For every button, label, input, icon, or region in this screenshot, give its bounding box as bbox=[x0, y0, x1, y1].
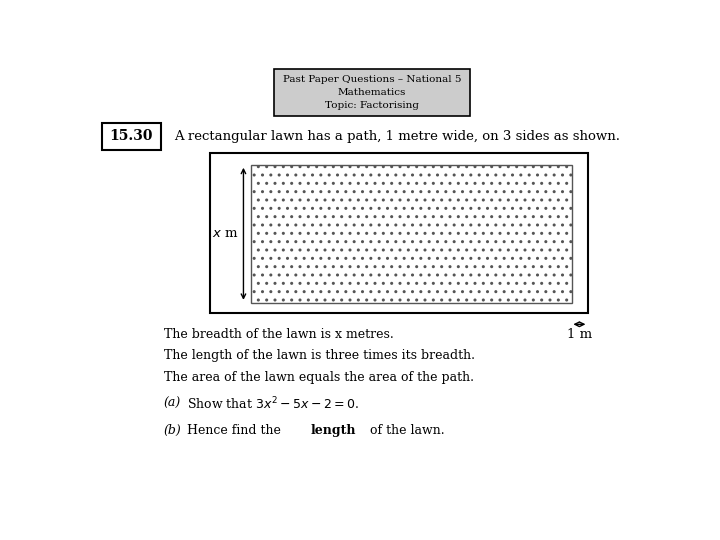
Text: A rectangular lawn has a path, 1 metre wide, on 3 sides as shown.: A rectangular lawn has a path, 1 metre w… bbox=[174, 130, 620, 143]
Text: (b): (b) bbox=[163, 424, 181, 437]
Text: The breadth of the lawn is x metres.: The breadth of the lawn is x metres. bbox=[163, 328, 393, 341]
Text: Past Paper Questions – National 5
Mathematics
Topic: Factorising: Past Paper Questions – National 5 Mathem… bbox=[283, 75, 462, 110]
Bar bbox=[274, 69, 469, 117]
Bar bbox=[210, 153, 588, 313]
Text: 1 m: 1 m bbox=[567, 328, 592, 341]
Text: 15.30: 15.30 bbox=[109, 129, 153, 143]
Text: of the lawn.: of the lawn. bbox=[366, 424, 445, 437]
Bar bbox=[102, 123, 161, 150]
Text: Hence find the: Hence find the bbox=[187, 424, 284, 437]
Text: $x$ m: $x$ m bbox=[212, 227, 239, 240]
Text: Show that $3x^2 - 5x - 2 = 0$.: Show that $3x^2 - 5x - 2 = 0$. bbox=[187, 395, 359, 412]
Text: The length of the lawn is three times its breadth.: The length of the lawn is three times it… bbox=[163, 349, 474, 362]
Text: The area of the lawn equals the area of the path.: The area of the lawn equals the area of … bbox=[163, 371, 474, 384]
Text: length: length bbox=[311, 424, 356, 437]
Text: (a): (a) bbox=[163, 397, 181, 410]
Bar bbox=[251, 165, 572, 303]
